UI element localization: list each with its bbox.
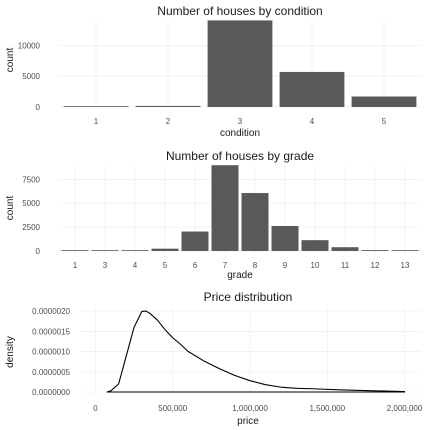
chart-title: Number of houses by grade (166, 149, 314, 163)
x-tick-label: 5 (163, 261, 168, 270)
grade-chart: Number of houses by grade grade count 0 2… (5, 149, 420, 281)
x-tick-label: 4 (133, 261, 138, 270)
x-tick-label: 10 (311, 261, 320, 270)
y-tick-label: 0.0000015 (32, 327, 70, 336)
bar (391, 250, 419, 251)
x-tick-label: 11 (341, 261, 350, 270)
x-tick-label: 8 (253, 261, 258, 270)
x-axis-title: grade (227, 270, 253, 281)
x-tick-label: 0 (93, 404, 98, 413)
y-tick-label: 0 (36, 103, 41, 112)
bar (351, 96, 417, 107)
x-tick-label: 3 (103, 261, 108, 270)
chart-title: Price distribution (204, 290, 293, 304)
bar (211, 165, 239, 251)
x-axis-title: condition (220, 128, 260, 139)
condition-chart: Number of houses by condition condition … (5, 4, 420, 139)
bar (181, 231, 209, 251)
bar (301, 240, 329, 251)
x-tick-label: 1,000,000 (232, 404, 268, 413)
x-tick-label: 1 (94, 117, 99, 126)
bar (271, 226, 299, 251)
y-tick-label: 7500 (22, 175, 40, 184)
bar (151, 248, 179, 251)
x-tick-label: 6 (193, 261, 198, 270)
y-tick-label: 0.0000020 (32, 307, 70, 316)
bar (279, 71, 345, 107)
y-tick-label: 2500 (22, 223, 40, 232)
x-axis-title: price (237, 416, 259, 427)
y-tick-label: 10000 (18, 41, 41, 50)
y-tick-label: 0.0000010 (32, 348, 70, 357)
bar (61, 250, 89, 251)
price-chart: Price distribution price density 0.00000… (5, 290, 423, 427)
density-line (106, 310, 406, 393)
bar (91, 250, 119, 251)
y-tick-label: 0 (36, 247, 41, 256)
y-axis-title: density (5, 336, 16, 368)
bar (361, 250, 389, 251)
x-tick-label: 5 (382, 117, 387, 126)
bar (135, 105, 201, 107)
x-tick-label: 7 (223, 261, 228, 270)
chart-title: Number of houses by condition (157, 4, 322, 18)
x-tick-label: 2,000,000 (387, 404, 423, 413)
x-tick-label: 12 (371, 261, 380, 270)
x-tick-label: 500,000 (158, 404, 187, 413)
x-tick-label: 3 (238, 117, 243, 126)
y-tick-label: 5000 (22, 72, 40, 81)
bar (207, 20, 273, 107)
x-tick-label: 1 (73, 261, 78, 270)
x-tick-label: 9 (283, 261, 288, 270)
bar (241, 193, 269, 251)
x-tick-label: 1,500,000 (309, 404, 345, 413)
x-tick-label: 4 (310, 117, 315, 126)
y-axis-title: count (5, 196, 16, 221)
bar (121, 250, 149, 251)
bar (63, 106, 129, 107)
x-tick-label: 13 (401, 261, 410, 270)
y-tick-label: 5000 (22, 199, 40, 208)
y-tick-label: 0.0000005 (32, 368, 70, 377)
bar (331, 247, 359, 251)
y-tick-label: 0.0000000 (32, 388, 70, 397)
y-axis-title: count (5, 48, 16, 73)
x-tick-label: 2 (166, 117, 171, 126)
